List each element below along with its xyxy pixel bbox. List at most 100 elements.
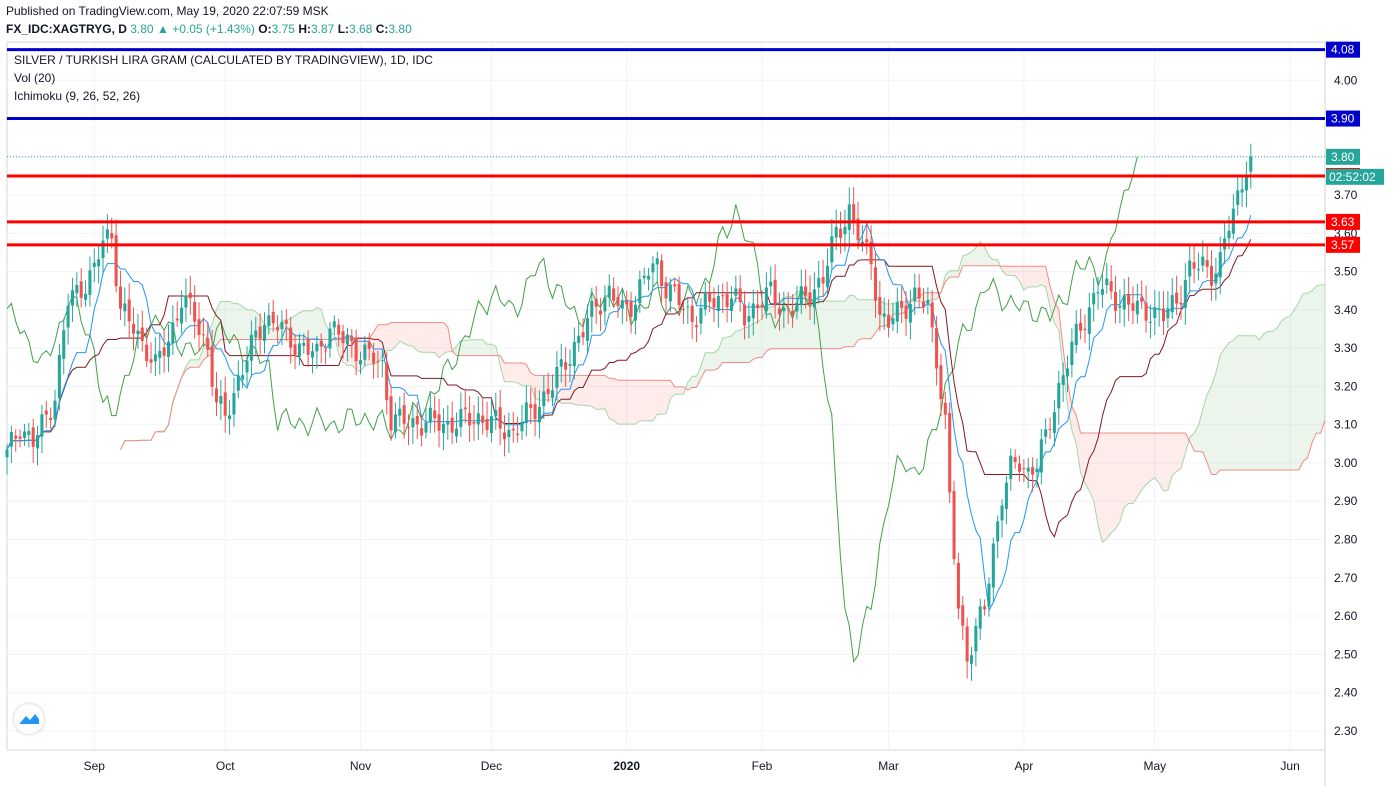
candle-body — [1031, 466, 1035, 475]
ichimoku-cloud — [652, 380, 658, 421]
candle-body — [1044, 429, 1048, 437]
candle-body — [310, 351, 315, 358]
ichimoku-cloud — [1220, 348, 1225, 471]
ichimoku-cloud — [687, 376, 693, 391]
ichimoku-cloud — [487, 344, 492, 356]
ichimoku-cloud — [814, 299, 819, 349]
ichimoku-cloud — [731, 331, 736, 363]
ichimoku-cloud — [1176, 432, 1181, 472]
candle-body — [1017, 463, 1022, 472]
ichimoku-cloud — [491, 344, 496, 356]
high-value: 3.87 — [310, 22, 335, 36]
candle-body — [1131, 303, 1135, 311]
level-price-label: 4.08 — [1331, 43, 1355, 57]
candle-body — [276, 326, 280, 331]
candle-body — [930, 302, 934, 328]
y-tick-label: 2.60 — [1334, 609, 1358, 623]
ichimoku-cloud — [1298, 293, 1304, 471]
ichimoku-cloud — [1189, 433, 1195, 451]
candle-body — [485, 418, 489, 431]
candle-body — [162, 347, 166, 356]
level-price-badge — [1326, 41, 1360, 58]
candle-body — [1188, 260, 1192, 277]
candle-body — [1079, 322, 1083, 331]
candle-body — [127, 299, 131, 322]
candle-body — [590, 300, 594, 317]
ichimoku-cloud — [679, 386, 684, 395]
ichimoku-cloud — [1276, 321, 1282, 471]
candle-body — [84, 293, 88, 300]
ichimoku-cloud — [1141, 432, 1147, 490]
change-arrow: ▲ — [156, 22, 169, 36]
candle-body — [642, 275, 646, 278]
ichimoku-cloud — [1250, 335, 1256, 471]
ichimoku-cloud — [1237, 335, 1243, 471]
candle-body — [839, 228, 843, 238]
ichimoku-cloud — [233, 303, 239, 340]
candle-body — [57, 355, 61, 399]
ichimoku-cloud — [762, 309, 767, 358]
ichimoku-cloud — [216, 301, 221, 346]
ichimoku-cloud — [591, 375, 597, 410]
candle-body — [376, 360, 380, 362]
ichimoku-cloud — [609, 378, 614, 421]
ichimoku-cloud — [1010, 266, 1016, 276]
ichimoku-cloud — [666, 380, 671, 414]
candle-body — [1205, 260, 1209, 267]
ichimoku-cloud — [858, 299, 863, 341]
candle-body — [507, 429, 511, 438]
candle-body — [118, 286, 122, 309]
ichimoku-cloud — [1311, 285, 1317, 444]
candle-body — [267, 315, 271, 327]
ichimoku-cloud — [473, 339, 479, 356]
candle-body — [974, 625, 978, 652]
candle-body — [952, 490, 956, 560]
last-price-badge — [1326, 148, 1360, 165]
level-price-label: 3.57 — [1331, 238, 1355, 252]
ichimoku-cloud — [1028, 266, 1033, 287]
ichimoku-cloud — [775, 300, 780, 349]
x-tick-label: Nov — [350, 759, 371, 773]
ichimoku-cloud — [866, 299, 872, 339]
candle-body — [799, 286, 803, 306]
ichimoku-span-a — [120, 240, 1325, 544]
candle-body — [14, 435, 18, 439]
x-tick-label: 2020 — [613, 759, 640, 773]
candle-body — [703, 291, 707, 310]
ichimoku-cloud — [1093, 432, 1099, 526]
candle-body — [1035, 468, 1039, 473]
level-price-label: 3.63 — [1331, 215, 1355, 229]
ohlc-header: FX_IDC:XAGTRYG, D 3.80 ▲ +0.05 (+1.43%) … — [6, 22, 412, 36]
volume-legend[interactable]: Vol (20) — [14, 71, 56, 85]
ichimoku-cloud — [1294, 302, 1299, 471]
candle-body — [834, 226, 838, 238]
ichimoku-cloud — [1089, 432, 1094, 501]
ichimoku-cloud — [639, 380, 645, 421]
candle-body — [1135, 300, 1139, 315]
candle-body — [5, 449, 9, 458]
candle-body — [620, 300, 624, 309]
ichimoku-legend[interactable]: Ichimoku (9, 26, 52, 26) — [14, 89, 141, 103]
ichimoku-cloud — [1119, 432, 1125, 522]
candle-body — [441, 423, 445, 434]
y-tick-label: 3.40 — [1334, 303, 1358, 317]
candle-body — [533, 404, 537, 420]
candle-body — [926, 300, 930, 304]
ichimoku-cloud — [1316, 284, 1321, 434]
y-tick-label: 4.00 — [1334, 73, 1358, 87]
y-tick-label: 3.30 — [1334, 341, 1358, 355]
candle-body — [241, 375, 245, 380]
candle-body — [795, 302, 799, 312]
ichimoku-cloud — [988, 256, 994, 266]
candle-body — [1170, 295, 1174, 313]
candle-body — [158, 350, 162, 358]
candle-body — [280, 321, 284, 330]
ichimoku-cloud — [1071, 406, 1077, 444]
ichimoku-cloud — [744, 326, 749, 363]
candle-body — [668, 284, 672, 302]
tradingview-logo-icon[interactable] — [14, 704, 44, 734]
candle-body — [585, 318, 589, 341]
candle-body — [1009, 455, 1013, 480]
candle-body — [599, 310, 603, 315]
